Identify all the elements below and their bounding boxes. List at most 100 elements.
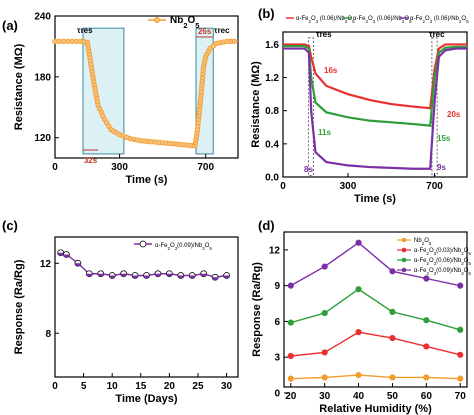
y-tick-label: 3 [274,353,280,364]
annotation: τrec [214,26,230,35]
panel-label: (a) [2,18,18,33]
series-line [60,252,227,278]
annotation: 26s [198,27,212,36]
panel-c: (c) 0 5 10 15 20 25 30 8 12 Time (Days) Response (R… [2,218,239,405]
legend-label: α-Fe2O3(0.03)/Nb2O5 [414,248,471,256]
y-tick-label: 240 [34,12,51,23]
annotation: τrec [429,30,445,39]
x-tick-label: 5 [81,381,87,392]
x-tick-label: 0 [52,162,58,173]
legend-label: α-Fe2O3(0.06)/Nb2O5 [414,258,471,266]
y-tick-label: 120 [34,133,51,144]
data-point [423,275,430,282]
legend-marker [401,257,407,263]
annotation: 16s [324,66,338,75]
annotation: τres [77,26,93,35]
data-point [423,374,430,381]
x-tick-label: 30 [319,391,331,402]
plot-frame [283,231,468,388]
annotation: 20s [447,110,461,119]
data-point-fill [143,275,150,279]
y-tick-label: 0.0 [265,173,279,184]
legend-label: Nb2O5 [414,238,432,246]
plot-frame [282,31,468,178]
x-axis-label: Time (s) [126,174,168,186]
data-point [389,374,396,381]
y-axis-label: Response (Ra/Rg) [13,259,25,354]
x-tick-label: 700 [426,181,443,192]
legend-marker [401,267,407,273]
y-tick-label: 12 [269,245,281,256]
plot-frame [54,236,239,378]
data-point-fill [97,273,104,277]
annotation: 8s [304,165,313,174]
y-tick-label: 0.4 [265,139,279,150]
panel-d: (d) 20 30 40 50 60 70 0 3 6 9 12 Relative Humidity (… [251,218,471,415]
x-tick-label: 20 [164,381,176,392]
legend-label: Nb2O5 [170,15,199,30]
data-point [287,282,294,289]
legend-label: α-Fe2O3 (0.06)/Nb2O5 [410,16,469,24]
x-tick-label: 0 [52,381,58,392]
series-line [283,47,467,170]
y-tick-label: 0.8 [265,106,279,117]
legend-marker [154,17,160,23]
data-point [457,375,464,382]
x-tick-label: 60 [421,391,433,402]
data-point [321,263,328,270]
x-tick-label: 15 [135,381,147,392]
data-point [287,375,294,382]
y-tick-label: 12 [40,259,52,270]
x-tick-label: 25 [192,381,204,392]
y-axis-label: Resistance (MΩ) [250,61,262,148]
y-tick-label: 1.2 [265,73,279,84]
y-tick-label: 9 [274,281,280,292]
annotation: 9s [437,163,446,172]
panel-label: (b) [258,6,275,21]
legend-marker [139,240,147,248]
legend-label: α-Fe2O3 (0.06)/Nb2O5 [296,16,355,24]
data-point [355,286,362,293]
data-point-fill [212,277,219,281]
x-tick-label: 20 [285,391,297,402]
data-point [457,282,464,289]
annotation: τres [316,30,332,39]
x-axis-label: Relative Humidity (%) [319,403,432,415]
data-point-fill [154,273,161,277]
panel-b: (b) 0 300 700 0.0 0.4 0.8 1.2 1.6 Time (s) Resista… [250,6,469,205]
data-point [457,326,464,333]
series-line [290,241,461,287]
data-point-fill [223,275,230,279]
x-tick-label: 70 [455,391,467,402]
y-tick-label: 0 [274,388,280,399]
x-axis-label: Time (s) [354,193,396,205]
data-point-fill [132,275,139,279]
legend-label: α-Fe2O3(0.09)/Nb2O5 [155,243,212,251]
response-region [308,37,314,176]
data-point [355,239,362,246]
x-tick-label: 30 [221,381,233,392]
x-tick-label: 300 [111,162,128,173]
panel-label: (c) [2,218,18,233]
annotation: 15s [437,134,451,143]
data-point [423,343,430,350]
data-point [389,308,396,315]
data-point-fill [63,254,70,258]
data-point [321,309,328,317]
series-line [290,331,461,357]
plot-frame [54,15,239,159]
x-tick-label: 300 [340,181,357,192]
x-tick-label: 10 [107,381,119,392]
data-point-fill [109,275,116,279]
data-point-fill [120,273,127,277]
y-tick-label: 1.6 [265,40,279,51]
x-tick-label: 40 [353,391,365,402]
legend-marker [401,237,407,243]
data-point [287,319,294,326]
series-line [290,288,461,331]
series-line [283,44,467,127]
series-line [290,374,461,380]
x-axis-label: Time (Days) [115,393,177,405]
data-point-fill [74,263,81,267]
